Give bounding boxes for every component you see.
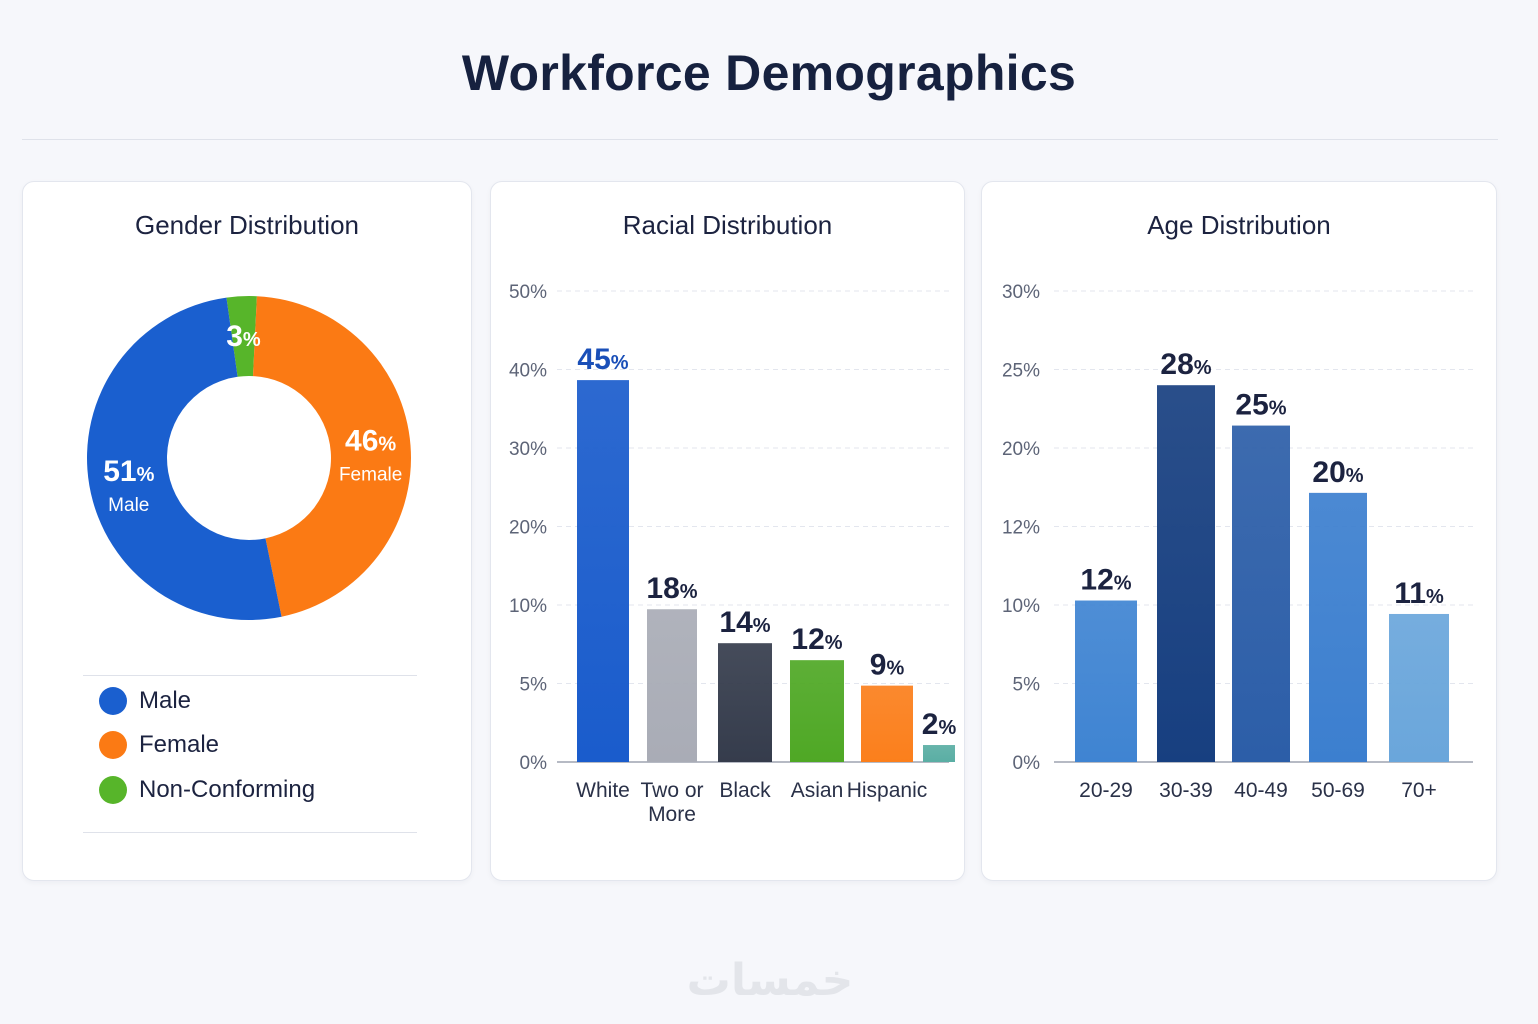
age-y-tick: 12% [1002,518,1040,539]
race-category-label-two-or-more: Two or More [640,779,703,826]
race-y-tick: 20% [509,518,547,539]
age-y-tick: 0% [1013,753,1041,774]
donut-slice-female [253,296,411,617]
age-category-label-50-69: 50-69 [1311,779,1365,802]
race-bar-item-5 [923,745,955,762]
age-bar-40-49 [1232,425,1290,762]
race-category-label-white: White [576,779,630,802]
age-bar-50-69 [1309,492,1367,762]
race-bar-hispanic [861,685,913,762]
donut-sublabel-male: Male [108,495,149,516]
race-value-label-two-or-more: 18% [646,572,697,605]
age-category-label-40-49: 40-49 [1234,779,1288,802]
age-y-tick: 30% [1002,282,1040,303]
race-bar-black [718,643,772,762]
race-bar-two-or-more [647,609,697,762]
gender-legend: Male Female Non-Conforming [83,675,417,833]
age-y-tick: 20% [1002,439,1040,460]
donut-value-male: 51% [103,455,154,488]
age-category-label-30-39: 30-39 [1159,779,1213,802]
race-y-tick: 50% [509,282,547,303]
age-bar-30-39 [1157,385,1215,762]
age-y-tick: 5% [1013,675,1041,696]
legend-swatch-non-conforming [99,776,127,804]
age-distribution-card: Age Distribution 0% 5% 10% 12% 20% 25% 30% 12% 2… [981,181,1497,881]
legend-swatch-male [99,687,127,715]
race-y-tick: 10% [509,596,547,617]
age-chart-title: Age Distribution [1147,210,1331,240]
legend-label-non-conforming: Non-Conforming [139,776,316,803]
legend-label-female: Female [139,731,220,758]
donut-label-female: 46% Female [339,425,402,486]
age-y-tick: 10% [1002,596,1040,617]
racial-distribution-card: Racial Distribution 0% 5% 10% 20% 30% 40% 50% 4… [490,181,965,881]
race-value-label-asian: 12% [791,623,842,656]
donut-label-male: 51% Male [103,455,154,516]
race-bar-asian [790,660,844,762]
donut-value-female: 46% [345,425,396,458]
age-category-label-20-29: 20-29 [1079,779,1133,802]
age-y-tick: 25% [1002,361,1040,382]
donut-value-non-conforming: 3% [226,320,261,353]
race-category-label-asian: Asian [791,779,844,802]
race-category-label-hispanic: Hispanic [847,779,928,802]
age-value-label-70: 11% [1394,577,1444,610]
gender-donut-chart: 3% 46% Female 51% Male [87,296,411,620]
gender-chart-title: Gender Distribution [135,210,359,240]
race-value-label-hispanic: 9% [870,649,905,682]
race-y-tick: 40% [509,361,547,382]
race-value-label-item-5: 2% [922,708,957,741]
age-bar-chart: 0% 5% 10% 12% 20% 25% 30% 12% 20-29 28% 30-39 25% 40… [1002,282,1473,802]
age-bar-70 [1389,613,1449,762]
donut-sublabel-female: Female [339,465,402,486]
racial-chart-title: Racial Distribution [622,210,833,240]
age-value-label-30-39: 28% [1160,348,1211,381]
donut-slice-male [87,297,282,620]
age-value-label-50-69: 20% [1312,456,1363,489]
race-y-tick: 30% [509,439,547,460]
legend-item-non-conforming: Non-Conforming [99,775,315,805]
race-bar-white [577,380,629,762]
race-y-tick: 5% [520,675,548,696]
age-value-label-40-49: 25% [1235,389,1286,422]
watermark-logo: خمسات [686,956,854,1005]
race-category-label-black: Black [719,779,771,802]
age-bar-20-29 [1075,600,1137,762]
title-divider [22,139,1498,140]
donut-label-non-conforming: 3% [226,320,261,353]
legend-item-male: Male [99,686,191,716]
page-title: Workforce Demographics [461,45,1077,101]
donut-slice-non-conforming [226,296,257,377]
gender-distribution-card: Gender Distribution 3% 46% Female 51% Male M… [22,181,472,881]
racial-bar-chart: 0% 5% 10% 20% 30% 40% 50% 45% White 18% Two or More… [509,282,957,826]
race-y-tick: 0% [520,753,548,774]
legend-label-male: Male [139,687,192,714]
race-value-label-white: 45% [577,343,628,376]
age-value-label-20-29: 12% [1080,564,1131,597]
age-category-label-70: 70+ [1401,779,1437,802]
legend-item-female: Female [99,730,219,760]
race-value-label-black: 14% [719,606,770,639]
legend-swatch-female [99,731,127,759]
